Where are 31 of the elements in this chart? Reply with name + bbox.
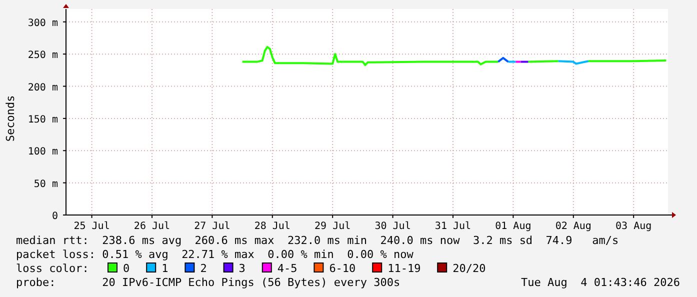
- legend-label: 6-10: [329, 262, 356, 275]
- legend-label: 11-19: [388, 262, 421, 275]
- legend-title: loss color:: [16, 262, 89, 275]
- text: packet loss: 0.51 % avg 22.71 % max 0.00 % min 0.00 % now: [16, 248, 414, 261]
- x-tick-label: 26 Jul: [134, 221, 170, 232]
- y-tick-label: 100 m: [28, 146, 58, 158]
- x-tick-label: 29 Jul: [314, 221, 351, 232]
- y-tick-label: 300 m: [28, 18, 58, 29]
- x-tick-label: 30 Jul: [374, 221, 411, 232]
- y-tick-label: 200 m: [28, 82, 58, 94]
- y-axis-title: Seconds: [4, 95, 17, 142]
- legend-label: 4-5: [277, 262, 298, 275]
- x-tick-label: 25 Jul: [74, 221, 110, 232]
- y-tick-label: 150 m: [28, 114, 58, 126]
- text: Tue Aug 4 01:43:46 2026: [521, 276, 680, 289]
- legend-label: 1: [162, 262, 168, 275]
- x-tick-label: 02 Aug: [555, 221, 592, 232]
- y-tick-label: 0: [52, 211, 58, 222]
- x-tick-label: 31 Jul: [434, 221, 472, 232]
- legend-label: 0: [123, 262, 130, 275]
- legend-label: 20/20: [452, 262, 486, 275]
- y-tick-label: 50 m: [34, 178, 58, 190]
- x-tick-label: 27 Jul: [194, 221, 230, 232]
- y-tick-label: 250 m: [28, 50, 58, 62]
- text: median rtt: 238.6 ms avg 260.6 ms max 232.0 ms min 240.0 ms now 3.2 ms sd 74.9 am/s: [16, 234, 619, 247]
- x-tick-label: 01 Aug: [495, 221, 532, 232]
- text: probe: 20 IPv6-ICMP Echo Pings (56 Bytes) every 300s: [16, 276, 400, 289]
- x-tick-label: 28 Jul: [254, 221, 290, 232]
- legend-label: 3: [238, 262, 246, 275]
- x-tick-label: 03 Aug: [616, 221, 652, 232]
- legend-label: 2: [200, 262, 207, 275]
